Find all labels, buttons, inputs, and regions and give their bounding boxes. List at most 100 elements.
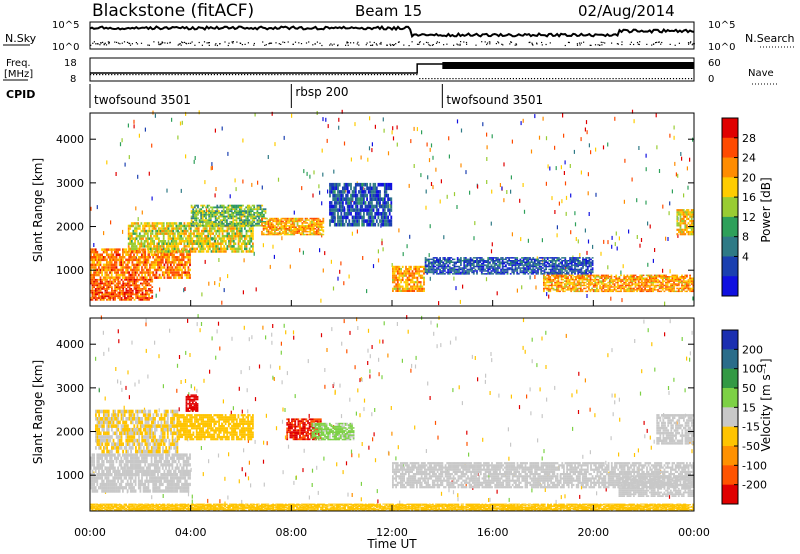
nave-point <box>271 74 273 76</box>
echo-cell <box>551 258 554 261</box>
echo-cell <box>104 271 107 274</box>
echo-cell <box>574 271 576 274</box>
echo-cell <box>242 212 244 214</box>
echo-cell <box>138 247 141 251</box>
echo-cell <box>366 208 368 212</box>
echo-cell <box>350 197 352 201</box>
scatter-cell <box>409 234 411 239</box>
echo-cell <box>129 256 132 259</box>
echo-cell <box>101 297 104 299</box>
scatter-cell <box>607 240 609 245</box>
echo-cell <box>110 256 113 259</box>
echo-cell <box>485 265 488 268</box>
echo-cell <box>135 227 138 230</box>
echo-cell <box>513 270 515 272</box>
echo-cell <box>371 193 373 198</box>
echo-cell <box>285 232 288 234</box>
scatter-cell <box>501 186 503 191</box>
echo-cell <box>229 229 232 233</box>
echo-cell <box>194 240 197 243</box>
echo-cell <box>301 225 304 227</box>
echo-cell <box>546 271 549 274</box>
nsearch-point <box>638 43 640 46</box>
echo-cell <box>361 182 364 187</box>
echo-cell <box>361 201 364 205</box>
echo-cell <box>135 234 138 238</box>
echo-cell <box>353 222 356 227</box>
echo-cell <box>471 270 474 272</box>
nave-point <box>537 78 539 80</box>
echo-cell <box>548 257 551 259</box>
echo-cell <box>466 258 469 261</box>
scatter-cell <box>135 225 137 230</box>
echo-cell <box>250 213 252 216</box>
echo-cell <box>395 265 398 268</box>
nsearch-point <box>498 42 500 44</box>
nsearch-point <box>486 42 489 44</box>
echo-cell <box>298 232 300 234</box>
echo-cell <box>493 268 496 271</box>
echo-cell <box>145 266 148 269</box>
echo-cell <box>564 265 567 268</box>
echo-cell <box>392 278 394 282</box>
echo-cell <box>114 284 116 287</box>
echo-cell <box>221 206 223 209</box>
echo-cell <box>314 223 317 226</box>
echo-cell <box>290 217 292 220</box>
echo-cell <box>500 270 502 272</box>
echo-cell <box>172 234 175 238</box>
echo-cell <box>127 297 129 299</box>
echo-cell <box>223 234 226 238</box>
echo-cell <box>123 284 126 287</box>
scatter-cell <box>364 187 366 192</box>
echo-cell <box>190 224 193 227</box>
echo-cell <box>578 268 581 271</box>
echo-cell <box>160 268 163 272</box>
echo-cell <box>458 270 461 272</box>
scatter-cell <box>321 233 323 238</box>
echo-cell <box>577 273 580 275</box>
echo-cell <box>546 289 548 291</box>
echo-cell <box>191 237 194 240</box>
echo-cell <box>158 247 160 251</box>
echo-cell <box>511 257 514 259</box>
scatter-cell <box>545 181 547 186</box>
echo-cell <box>169 276 172 279</box>
echo-cell <box>112 289 115 292</box>
echo-cell <box>250 232 253 235</box>
echo-cell <box>129 227 132 230</box>
scatter-cell <box>516 288 518 293</box>
echo-cell <box>366 222 368 227</box>
nsearch-point <box>443 44 445 46</box>
echo-cell <box>117 282 120 285</box>
nsearch-point <box>319 42 321 44</box>
echo-cell <box>371 222 373 227</box>
echo-cell <box>427 267 430 269</box>
echo-cell <box>153 222 155 225</box>
echo-cell <box>223 247 226 251</box>
echo-cell <box>159 229 162 233</box>
echo-cell <box>517 260 520 262</box>
echo-cell <box>307 219 310 221</box>
echo-cell <box>176 268 179 272</box>
echo-cell <box>551 264 554 266</box>
echo-cell <box>439 257 441 259</box>
nsearch-point <box>416 43 419 45</box>
echo-cell <box>215 232 218 235</box>
echo-cell <box>132 245 135 248</box>
echo-cell <box>431 271 433 274</box>
echo-cell <box>175 237 178 240</box>
echo-cell <box>134 227 136 230</box>
echo-cell <box>351 222 354 227</box>
echo-cell <box>173 222 176 225</box>
echo-cell <box>261 215 264 218</box>
echo-cell <box>209 210 212 212</box>
echo-cell <box>298 229 300 231</box>
echo-cell <box>234 242 237 245</box>
nave-point <box>672 78 675 80</box>
echo-cell <box>293 223 296 226</box>
echo-cell <box>444 257 446 259</box>
echo-cell <box>444 264 446 266</box>
echo-cell <box>146 284 149 287</box>
echo-cell <box>221 247 224 251</box>
